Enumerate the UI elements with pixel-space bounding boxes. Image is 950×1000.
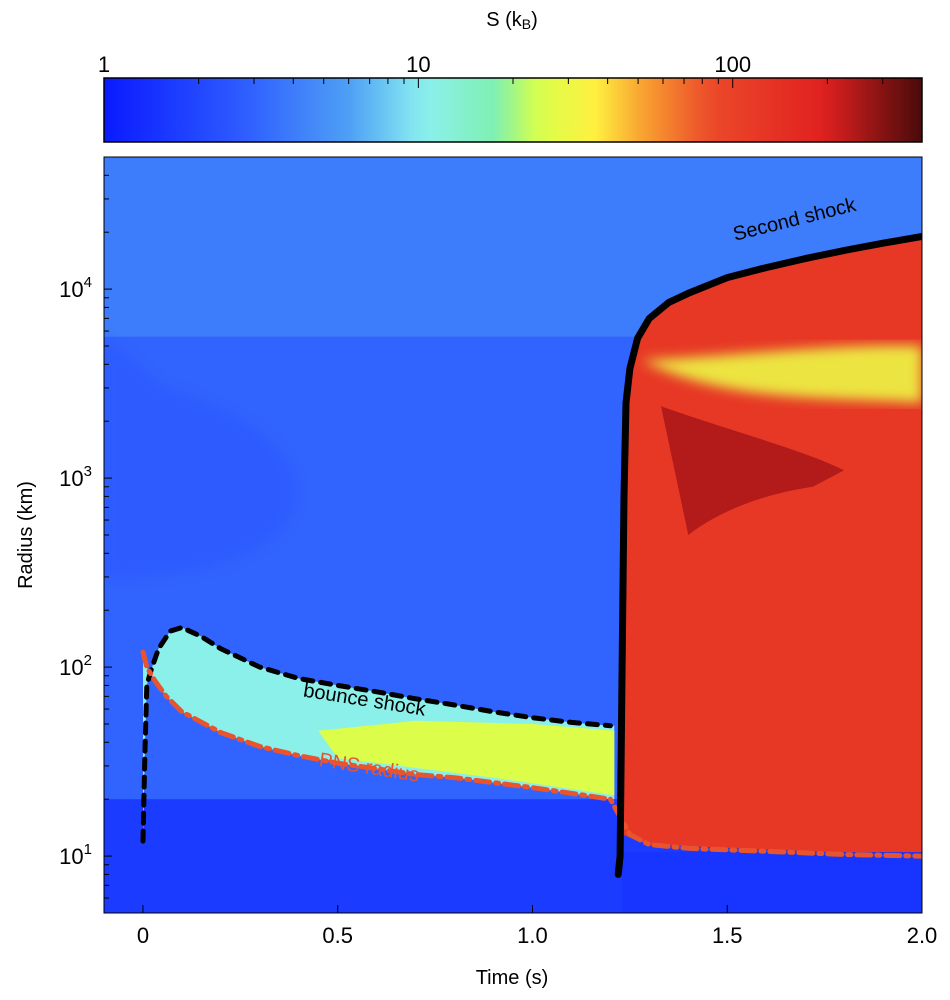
- region-ejecta: [618, 236, 922, 875]
- x-tick-label: 1.0: [517, 923, 548, 948]
- y-tick-label: 103: [59, 463, 92, 491]
- colorbar-tick-label: 10: [406, 52, 430, 77]
- colorbar: S (kB) 1 10 100: [98, 9, 923, 143]
- x-tick-label: 1.5: [712, 923, 743, 948]
- series-second-shock: [614, 232, 922, 878]
- y-tick-label: 101: [59, 841, 92, 869]
- series-pns-radius: [140, 649, 922, 859]
- region-ejecta-hottest: [661, 406, 845, 535]
- colorbar-tick-label: 100: [714, 52, 751, 77]
- y-axis-ticks: 101 102 103 104: [59, 156, 112, 914]
- heatmap: [104, 157, 922, 913]
- y-tick-label: 104: [59, 274, 92, 302]
- colorbar-tick-label: 1: [98, 52, 110, 77]
- region-ejecta-shell: [641, 345, 922, 403]
- region-infall-lobe: [104, 336, 296, 577]
- region-remnant-core: [622, 852, 922, 913]
- x-axis-label: Time (s): [476, 967, 549, 989]
- colorbar-ticks: 1 10 100: [98, 52, 923, 88]
- x-tick-label: 2.0: [907, 923, 938, 948]
- x-tick-label: 0.5: [322, 923, 353, 948]
- x-tick-label: 0: [137, 923, 149, 948]
- y-tick-label: 102: [59, 652, 92, 680]
- colorbar-title: S (kB): [486, 9, 538, 32]
- curves: [140, 232, 922, 878]
- colorbar-bar: [103, 77, 923, 143]
- region-post-bounce-hot: [318, 720, 615, 796]
- y-axis-label: Radius (km): [15, 481, 37, 589]
- x-axis-ticks: 0 0.5 1.0 1.5 2.0: [137, 905, 937, 948]
